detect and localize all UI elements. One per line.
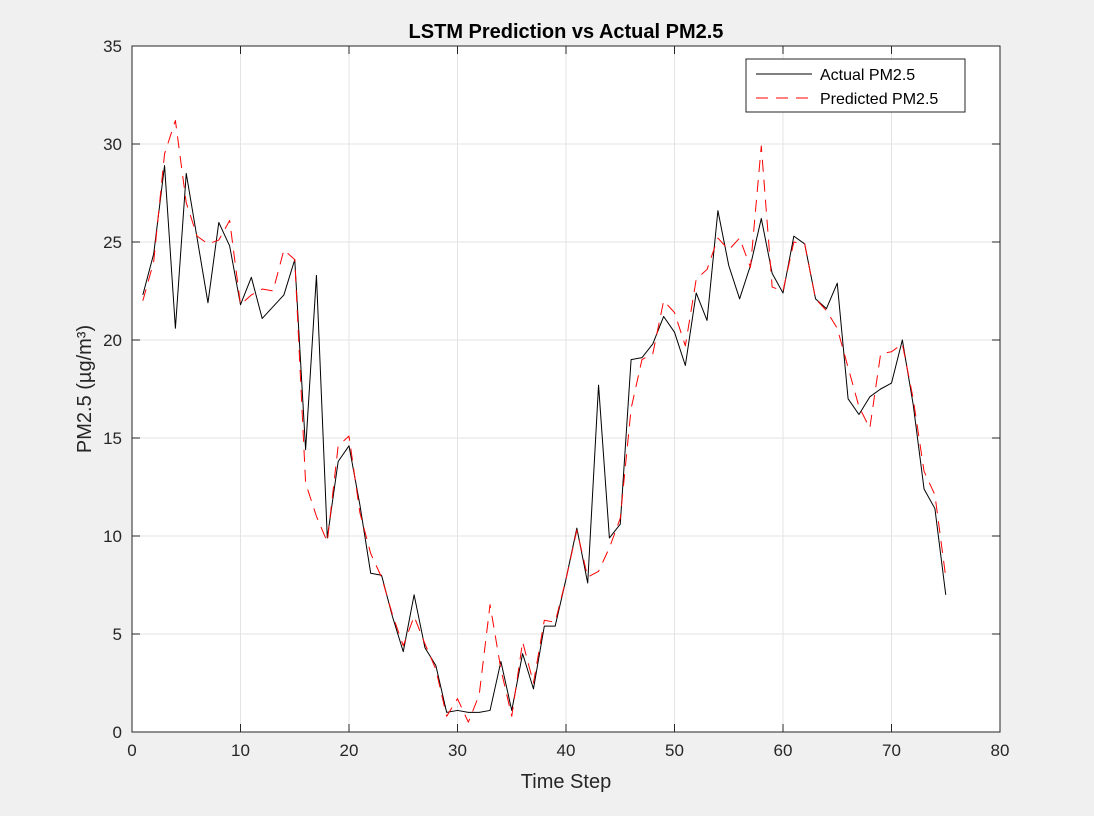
y-tick-label: 10 bbox=[103, 527, 122, 546]
y-axis-label: PM2.5 (µg/m³) bbox=[74, 325, 96, 453]
x-tick-label: 30 bbox=[448, 741, 467, 760]
x-tick-label: 80 bbox=[991, 741, 1010, 760]
legend-box bbox=[745, 58, 966, 113]
x-axis-label: Time Step bbox=[521, 771, 611, 793]
x-tick-label: 50 bbox=[665, 741, 684, 760]
x-tick-label: 60 bbox=[774, 741, 793, 760]
y-tick-label: 25 bbox=[103, 233, 122, 252]
legend-label-predicted: Predicted PM2.5 bbox=[820, 91, 938, 108]
y-tick-label: 5 bbox=[113, 625, 122, 644]
y-tick-label: 35 bbox=[103, 37, 122, 56]
x-tick-label: 20 bbox=[340, 741, 359, 760]
chart-title: LSTM Prediction vs Actual PM2.5 bbox=[409, 21, 724, 43]
legend-label-actual: Actual PM2.5 bbox=[820, 67, 915, 84]
series-layer bbox=[142, 119, 947, 723]
y-tick-label: 0 bbox=[113, 723, 122, 742]
x-tick-label: 0 bbox=[127, 741, 136, 760]
x-tick-label: 70 bbox=[882, 741, 901, 760]
x-tick-labels: 0 10 20 30 40 50 60 70 80 bbox=[127, 741, 1009, 760]
x-tick-label: 10 bbox=[231, 741, 250, 760]
legend: Actual PM2.5 Predicted PM2.5 bbox=[745, 58, 966, 113]
x-tick-label: 40 bbox=[557, 741, 576, 760]
y-tick-labels: 0 5 10 15 20 25 30 35 bbox=[103, 37, 122, 742]
series-predicted-line bbox=[142, 119, 947, 723]
series-actual-line bbox=[142, 165, 947, 713]
y-tick-label: 30 bbox=[103, 135, 122, 154]
y-tick-label: 15 bbox=[103, 429, 122, 448]
y-tick-label: 20 bbox=[103, 331, 122, 350]
ticks bbox=[131, 45, 1001, 733]
